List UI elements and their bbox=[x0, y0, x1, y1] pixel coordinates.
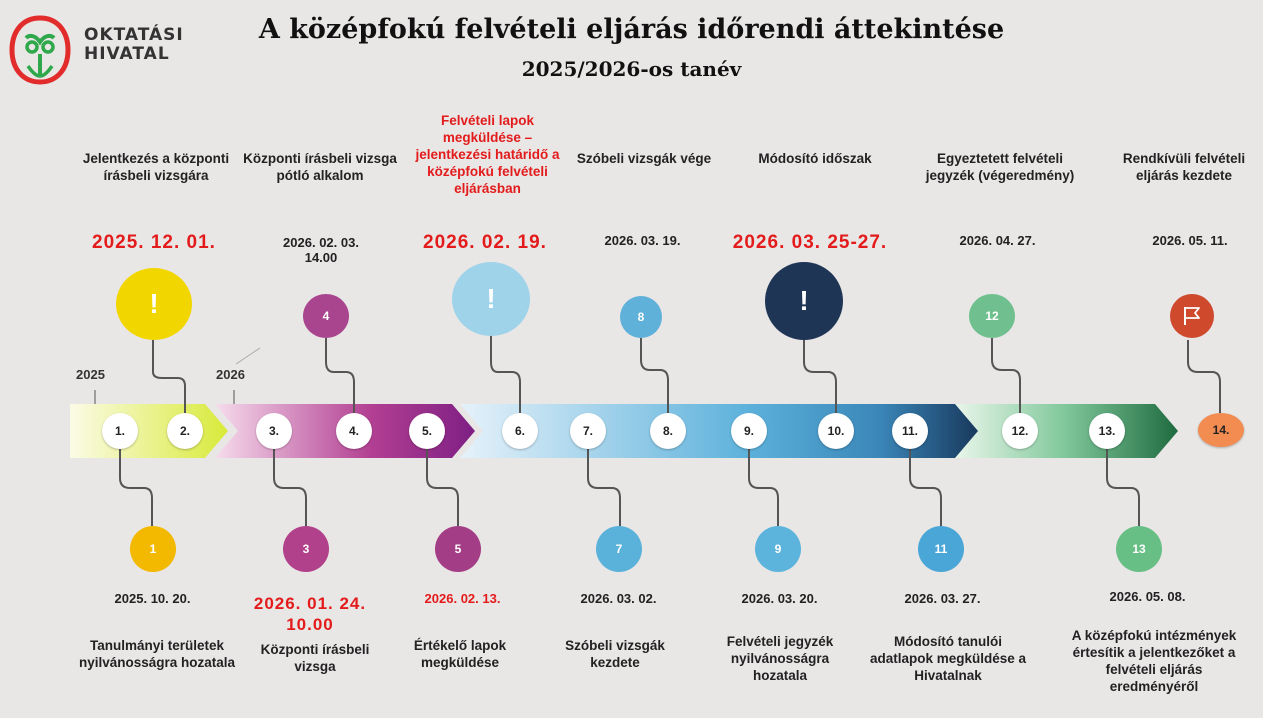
timeline-step: 5. bbox=[409, 413, 445, 449]
alert-marker-icon: ! bbox=[452, 262, 530, 336]
top-event-label: Rendkívüli felvételi eljárás kezdete bbox=[1122, 151, 1246, 183]
event-marker: 13 bbox=[1116, 526, 1162, 572]
bottom-event-date: 2026. 02. 13. bbox=[424, 591, 501, 606]
event-marker: 11 bbox=[918, 526, 964, 572]
top-event-label: Jelentkezés a központi írásbeli vizsgára bbox=[82, 151, 230, 183]
event-marker: 1 bbox=[130, 526, 176, 572]
timeline-step: 1. bbox=[102, 413, 138, 449]
alert-marker-icon: ! bbox=[765, 262, 843, 340]
top-event-date: 2026. 05. 11. bbox=[1152, 233, 1228, 248]
timeline-step: 3. bbox=[256, 413, 292, 449]
timeline-step: 12. bbox=[1002, 413, 1038, 449]
bottom-event-label: Módosító tanulói adatlapok megküldése a … bbox=[869, 634, 1027, 683]
bottom-event-date: 2026. 05. 08. bbox=[1109, 589, 1186, 604]
bottom-event-label: Értékelő lapok megküldése bbox=[413, 638, 507, 670]
bottom-event-date: 2026. 03. 02. bbox=[580, 591, 657, 606]
flag-icon bbox=[1170, 294, 1214, 338]
timeline-step: 7. bbox=[570, 413, 606, 449]
timeline-step: 13. bbox=[1089, 413, 1125, 449]
top-event-date: 2025. 12. 01. bbox=[92, 232, 216, 253]
top-event-date: 2026. 03. 19. bbox=[604, 233, 681, 248]
bottom-event-date: 2026. 03. 27. bbox=[904, 591, 981, 606]
owl-logo-icon bbox=[9, 15, 71, 85]
logo-text: OKTATÁSI HIVATAL bbox=[84, 25, 184, 64]
bottom-event-date: 2026. 03. 20. bbox=[741, 591, 818, 606]
bottom-event-label: Felvételi jegyzék nyilvánosságra hozatal… bbox=[726, 634, 834, 683]
timeline-step: 4. bbox=[336, 413, 372, 449]
year-label-2025: 2025 bbox=[76, 367, 105, 382]
top-event-date: 2026. 02. 03. 14.00 bbox=[283, 235, 359, 265]
bottom-event-date: 2025. 10. 20. bbox=[114, 591, 191, 606]
bottom-event-label: Szóbeli vizsgák kezdete bbox=[565, 638, 665, 670]
bottom-event-label: Tanulmányi területek nyilvánosságra hoza… bbox=[78, 638, 236, 670]
alert-marker-icon: ! bbox=[116, 268, 192, 340]
event-marker: 12 bbox=[969, 294, 1015, 338]
event-marker: 9 bbox=[755, 526, 801, 572]
page-subtitle: 2025/2026-os tanév bbox=[521, 57, 742, 81]
event-marker: 7 bbox=[596, 526, 642, 572]
event-marker: 4 bbox=[303, 294, 349, 338]
event-marker: 8 bbox=[620, 296, 662, 338]
timeline-step: 2. bbox=[167, 413, 203, 449]
bottom-event-label: Központi írásbeli vizsga bbox=[260, 642, 370, 674]
year-label-2026: 2026 bbox=[216, 367, 245, 382]
timeline-step: 8. bbox=[650, 413, 686, 449]
timeline-step: 10. bbox=[818, 413, 854, 449]
bottom-event-label: A középfokú intézmények értesítik a jele… bbox=[1071, 628, 1237, 694]
top-event-label: Módosító időszak bbox=[758, 151, 872, 166]
top-event-label: Központi írásbeli vizsga pótló alkalom bbox=[243, 151, 397, 183]
page-title: A középfokú felvételi eljárás időrendi á… bbox=[258, 14, 1005, 45]
timeline-step: 11. bbox=[892, 413, 928, 449]
timeline-step: 6. bbox=[502, 413, 538, 449]
bottom-event-date: 2026. 01. 24. 10.00 bbox=[253, 594, 367, 634]
top-event-label: Szóbeli vizsgák vége bbox=[576, 151, 712, 166]
top-event-date: 2026. 04. 27. bbox=[959, 233, 1036, 248]
top-event-label: Egyeztetett felvételi jegyzék (végeredmé… bbox=[925, 151, 1075, 183]
timeline-step: 9. bbox=[731, 413, 767, 449]
top-event-label-highlight: Felvételi lapok megküldése – jelentkezés… bbox=[415, 113, 560, 196]
top-event-date: 2026. 02. 19. bbox=[423, 232, 547, 253]
timeline-step-final: 14. bbox=[1198, 413, 1244, 447]
top-event-date: 2026. 03. 25-27. bbox=[732, 232, 888, 253]
event-marker: 3 bbox=[283, 526, 329, 572]
event-marker: 5 bbox=[435, 526, 481, 572]
